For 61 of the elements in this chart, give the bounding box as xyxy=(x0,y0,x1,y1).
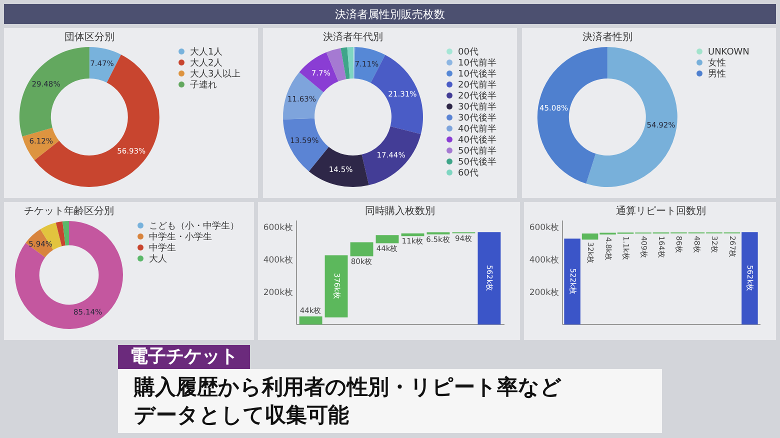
donut-slice xyxy=(19,47,90,136)
chart-title: 決済者年代別 xyxy=(323,31,383,43)
y-tick-label: 200k枚 xyxy=(263,287,294,298)
chart-title: 同時購入枚数別 xyxy=(365,205,435,217)
legend-label: 大人1人 xyxy=(190,46,223,58)
legend-label: 大人3人以上 xyxy=(190,68,241,80)
legend-label: 00代 xyxy=(458,46,478,58)
y-tick-label: 600k枚 xyxy=(263,222,294,233)
legend-label: 50代後半 xyxy=(458,156,496,168)
donut-slice xyxy=(283,118,329,172)
legend-label: 40代後半 xyxy=(458,134,496,146)
text: 決済者属性別販売枚数 xyxy=(335,6,445,22)
bar xyxy=(742,232,758,324)
legend-label: UNKOWN xyxy=(708,48,750,58)
legend-label: 中学生 xyxy=(149,242,176,254)
legend-label: 大人2人 xyxy=(190,58,223,68)
donut-slice xyxy=(340,47,350,80)
legend-label: 子連れ xyxy=(190,80,217,90)
legend-label: 大人 xyxy=(149,254,167,264)
legend-label: 30代前半 xyxy=(458,102,496,112)
chart-title: 通算リピート回数別 xyxy=(616,205,706,217)
text: 電子チケット xyxy=(118,345,250,369)
chart-title: 団体区分別 xyxy=(64,31,114,43)
donut-slice xyxy=(347,47,353,79)
bar xyxy=(324,255,348,318)
donut-slice xyxy=(62,221,69,246)
donut-slice xyxy=(308,146,369,187)
bar xyxy=(478,232,501,324)
legend-label: 男性 xyxy=(708,68,726,80)
legend-label: こども（小・中学生） xyxy=(149,220,239,232)
y-tick-label: 200k枚 xyxy=(529,287,560,298)
text: データとして収集可能 xyxy=(134,402,350,429)
legend-label: 30代後半 xyxy=(458,112,496,124)
text: 購入履歴から利用者の性別・リピート率など xyxy=(134,374,563,401)
bar xyxy=(350,242,374,256)
y-tick-label: 400k枚 xyxy=(529,254,560,266)
chart-title: チケット年齢区分別 xyxy=(24,205,114,217)
legend-label: 女性 xyxy=(708,58,726,68)
legend-label: 10代前半 xyxy=(458,58,496,68)
bar xyxy=(299,316,322,324)
donut-slice xyxy=(89,47,122,83)
bar xyxy=(376,235,399,244)
legend-label: 中学生・小学生 xyxy=(149,232,212,242)
legend-label: 20代後半 xyxy=(458,90,496,102)
y-tick-label: 600k枚 xyxy=(529,222,560,233)
donut-slice xyxy=(354,47,386,83)
donut-slice xyxy=(586,47,678,187)
donut-slice xyxy=(15,221,123,329)
donut-slice xyxy=(362,126,421,186)
legend-label: 50代前半 xyxy=(458,146,496,156)
donut-slice xyxy=(22,128,60,160)
legend-label: 40代前半 xyxy=(458,124,496,134)
y-tick-label: 400k枚 xyxy=(263,254,294,266)
legend-label: 60代 xyxy=(458,168,478,178)
bar xyxy=(564,238,580,324)
chart-title: 決済者性別 xyxy=(582,31,632,43)
donut-slice xyxy=(537,47,608,184)
legend-label: 20代前半 xyxy=(458,80,496,90)
donut-slice xyxy=(56,221,66,246)
legend-label: 10代後半 xyxy=(458,68,496,80)
donut-slice xyxy=(299,52,338,92)
